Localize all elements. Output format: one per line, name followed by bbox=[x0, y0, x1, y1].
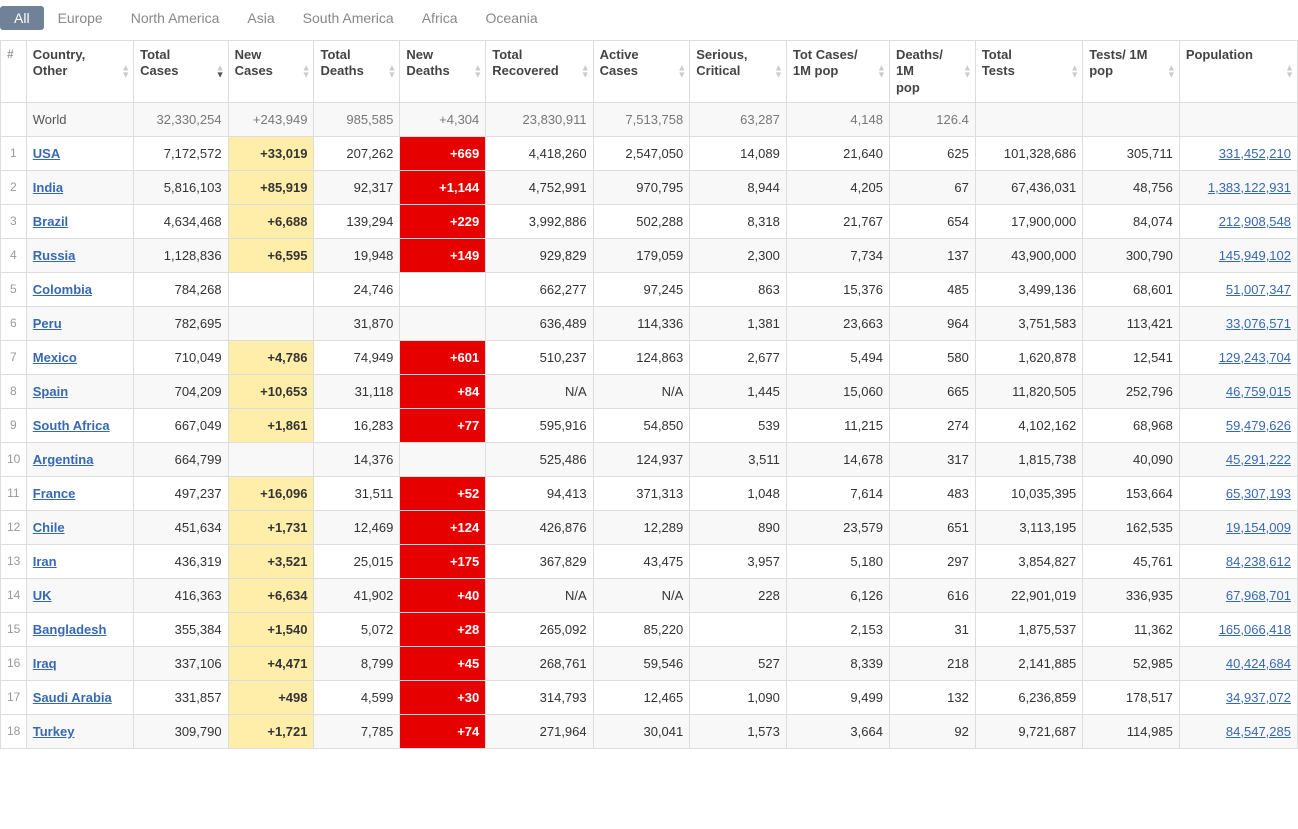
country-link[interactable]: Russia bbox=[33, 248, 76, 263]
sort-icon: ▲▼ bbox=[877, 65, 886, 78]
table-header-row: #Country,Other▲▼TotalCases▲▼NewCases▲▼To… bbox=[1, 41, 1298, 103]
world-row: World32,330,254+243,949985,585+4,30423,8… bbox=[1, 102, 1298, 136]
tab-south-america[interactable]: South America bbox=[289, 6, 408, 30]
table-row: 9South Africa667,049+1,86116,283+77595,9… bbox=[1, 408, 1298, 442]
sort-icon: ▲▼ bbox=[302, 65, 311, 78]
col-header-new_cases[interactable]: NewCases▲▼ bbox=[228, 41, 314, 103]
col-header-serious[interactable]: Serious,Critical▲▼ bbox=[690, 41, 787, 103]
table-row: 12Chile451,634+1,73112,469+124426,87612,… bbox=[1, 510, 1298, 544]
population-link[interactable]: 19,154,009 bbox=[1226, 520, 1291, 535]
population-link[interactable]: 51,007,347 bbox=[1226, 282, 1291, 297]
population-link[interactable]: 59,479,626 bbox=[1226, 418, 1291, 433]
sort-icon: ▲▼ bbox=[774, 65, 783, 78]
country-link[interactable]: Argentina bbox=[33, 452, 94, 467]
table-row: 8Spain704,209+10,65331,118+84N/AN/A1,445… bbox=[1, 374, 1298, 408]
tab-all[interactable]: All bbox=[0, 6, 44, 30]
col-header-new_deaths[interactable]: NewDeaths▲▼ bbox=[400, 41, 486, 103]
region-tabs: AllEuropeNorth AmericaAsiaSouth AmericaA… bbox=[0, 0, 1298, 40]
population-link[interactable]: 40,424,684 bbox=[1226, 656, 1291, 671]
country-link[interactable]: Iran bbox=[33, 554, 57, 569]
tab-north-america[interactable]: North America bbox=[117, 6, 234, 30]
population-link[interactable]: 145,949,102 bbox=[1219, 248, 1291, 263]
country-link[interactable]: Iraq bbox=[33, 656, 57, 671]
country-link[interactable]: Mexico bbox=[33, 350, 77, 365]
col-header-total_cases[interactable]: TotalCases▲▼ bbox=[134, 41, 228, 103]
table-row: 4Russia1,128,836+6,59519,948+149929,8291… bbox=[1, 238, 1298, 272]
population-link[interactable]: 46,759,015 bbox=[1226, 384, 1291, 399]
table-row: 5Colombia784,26824,746662,27797,24586315… bbox=[1, 272, 1298, 306]
col-header-total_tests[interactable]: TotalTests▲▼ bbox=[975, 41, 1082, 103]
sort-icon: ▲▼ bbox=[216, 65, 225, 78]
col-header-deaths_1m[interactable]: Deaths/ 1Mpop▲▼ bbox=[889, 41, 975, 103]
population-link[interactable]: 84,238,612 bbox=[1226, 554, 1291, 569]
covid-table: #Country,Other▲▼TotalCases▲▼NewCases▲▼To… bbox=[0, 40, 1298, 749]
table-row: 10Argentina664,79914,376525,486124,9373,… bbox=[1, 442, 1298, 476]
sort-icon: ▲▼ bbox=[1285, 65, 1294, 78]
sort-icon: ▲▼ bbox=[1070, 65, 1079, 78]
sort-icon: ▲▼ bbox=[581, 65, 590, 78]
population-link[interactable]: 165,066,418 bbox=[1219, 622, 1291, 637]
tab-europe[interactable]: Europe bbox=[44, 6, 117, 30]
population-link[interactable]: 34,937,072 bbox=[1226, 690, 1291, 705]
country-link[interactable]: South Africa bbox=[33, 418, 110, 433]
population-link[interactable]: 84,547,285 bbox=[1226, 724, 1291, 739]
table-row: 3Brazil4,634,468+6,688139,294+2293,992,8… bbox=[1, 204, 1298, 238]
sort-icon: ▲▼ bbox=[387, 65, 396, 78]
col-header-country[interactable]: Country,Other▲▼ bbox=[26, 41, 133, 103]
table-row: 13Iran436,319+3,52125,015+175367,82943,4… bbox=[1, 544, 1298, 578]
table-row: 2India5,816,103+85,91992,317+1,1444,752,… bbox=[1, 170, 1298, 204]
table-row: 15Bangladesh355,384+1,5405,072+28265,092… bbox=[1, 612, 1298, 646]
country-link[interactable]: USA bbox=[33, 146, 60, 161]
col-header-cases_1m[interactable]: Tot Cases/1M pop▲▼ bbox=[786, 41, 889, 103]
population-link[interactable]: 65,307,193 bbox=[1226, 486, 1291, 501]
col-header-total_deaths[interactable]: TotalDeaths▲▼ bbox=[314, 41, 400, 103]
country-link[interactable]: France bbox=[33, 486, 76, 501]
country-link[interactable]: Colombia bbox=[33, 282, 92, 297]
col-header-tests_1m[interactable]: Tests/ 1Mpop▲▼ bbox=[1083, 41, 1180, 103]
table-row: 6Peru782,69531,870636,489114,3361,38123,… bbox=[1, 306, 1298, 340]
country-link[interactable]: Chile bbox=[33, 520, 65, 535]
country-link[interactable]: Peru bbox=[33, 316, 62, 331]
sort-icon: ▲▼ bbox=[677, 65, 686, 78]
tab-oceania[interactable]: Oceania bbox=[472, 6, 552, 30]
col-header-active_cases[interactable]: ActiveCases▲▼ bbox=[593, 41, 690, 103]
col-header-population[interactable]: Population▲▼ bbox=[1179, 41, 1297, 103]
population-link[interactable]: 45,291,222 bbox=[1226, 452, 1291, 467]
population-link[interactable]: 129,243,704 bbox=[1219, 350, 1291, 365]
population-link[interactable]: 212,908,548 bbox=[1219, 214, 1291, 229]
country-link[interactable]: Brazil bbox=[33, 214, 68, 229]
population-link[interactable]: 1,383,122,931 bbox=[1208, 180, 1291, 195]
table-row: 11France497,237+16,09631,511+5294,413371… bbox=[1, 476, 1298, 510]
population-link[interactable]: 331,452,210 bbox=[1219, 146, 1291, 161]
table-row: 7Mexico710,049+4,78674,949+601510,237124… bbox=[1, 340, 1298, 374]
sort-icon: ▲▼ bbox=[473, 65, 482, 78]
country-link[interactable]: Bangladesh bbox=[33, 622, 107, 637]
table-row: 16Iraq337,106+4,4718,799+45268,76159,546… bbox=[1, 646, 1298, 680]
col-header-idx[interactable]: # bbox=[1, 41, 27, 103]
sort-icon: ▲▼ bbox=[121, 65, 130, 78]
country-link[interactable]: Saudi Arabia bbox=[33, 690, 112, 705]
population-link[interactable]: 67,968,701 bbox=[1226, 588, 1291, 603]
tab-africa[interactable]: Africa bbox=[408, 6, 472, 30]
table-row: 1USA7,172,572+33,019207,262+6694,418,260… bbox=[1, 136, 1298, 170]
table-row: 17Saudi Arabia331,857+4984,599+30314,793… bbox=[1, 680, 1298, 714]
table-row: 18Turkey309,790+1,7217,785+74271,96430,0… bbox=[1, 714, 1298, 748]
table-row: 14UK416,363+6,63441,902+40N/AN/A2286,126… bbox=[1, 578, 1298, 612]
sort-icon: ▲▼ bbox=[963, 65, 972, 78]
col-header-total_recovered[interactable]: TotalRecovered▲▼ bbox=[486, 41, 593, 103]
population-link[interactable]: 33,076,571 bbox=[1226, 316, 1291, 331]
country-link[interactable]: Spain bbox=[33, 384, 68, 399]
sort-icon: ▲▼ bbox=[1167, 65, 1176, 78]
country-link[interactable]: Turkey bbox=[33, 724, 75, 739]
tab-asia[interactable]: Asia bbox=[233, 6, 288, 30]
country-link[interactable]: UK bbox=[33, 588, 52, 603]
country-link[interactable]: India bbox=[33, 180, 63, 195]
